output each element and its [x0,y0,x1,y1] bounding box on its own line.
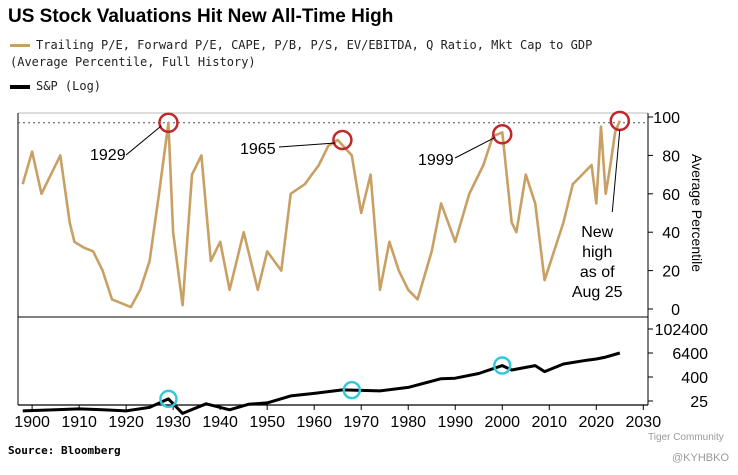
annotation-pointer-line [278,142,336,148]
annotation-label: New [581,224,613,241]
watermark-community: Tiger Community [648,432,724,443]
source-note: Source: Bloomberg [8,444,121,457]
y-axis-label: Average Percentile [689,154,705,272]
annotation-pointer-line [125,125,162,156]
log-y-tick-label: 25 [690,394,708,411]
x-tick-label: 1980 [390,414,426,431]
x-tick-label: 1950 [249,414,285,431]
peak-highlight-circle [158,112,179,134]
sp-highlight-circle [159,389,178,409]
legend-valuation-label-line2: (Average Percentile, Full History) [10,55,256,69]
annotation-label: high [582,244,612,261]
legend-sp-label: S&P (Log) [36,79,102,93]
x-tick-label: 2030 [626,414,662,431]
x-tick-label: 1910 [61,414,97,431]
peak-highlight-circle [492,124,513,145]
annotation-pointer-line [611,129,621,213]
y-tick-label: 40 [662,225,680,242]
legend-sp: S&P (Log) [10,79,101,93]
x-tick-label: 1900 [14,414,50,431]
watermark-handle: @KYHBKO [672,452,730,464]
annotation-label: as of [580,264,615,281]
annotation-pointer-line [454,136,496,159]
legend-valuation: Trailing P/E, Forward P/E, CAPE, P/B, P/… [10,38,592,52]
sp-log-line [22,351,621,415]
x-tick-label: 1940 [202,414,238,431]
x-tick-label: 1960 [296,414,332,431]
sp-highlight-circle [493,356,512,375]
annotation-label: 1929 [90,147,126,164]
legend-valuation-label-line1: Trailing P/E, Forward P/E, CAPE, P/B, P/… [36,38,593,52]
y-tick-label: 100 [653,110,680,127]
x-tick-label: 2000 [484,414,520,431]
log-y-tick-label: 400 [681,370,708,387]
y-tick-label: 20 [662,264,680,281]
x-tick-label: 2010 [531,414,567,431]
sp-highlight-circle [342,380,362,400]
y-tick-label: 0 [671,302,680,319]
peak-highlight-circle [332,129,353,151]
annotation-label: 1999 [418,152,454,169]
x-tick-label: 1930 [155,414,191,431]
x-tick-label: 1920 [108,414,144,431]
x-tick-label: 2020 [578,414,614,431]
chart-title: US Stock Valuations Hit New All-Time Hig… [8,6,394,27]
log-y-tick-label: 6400 [672,346,708,363]
annotation-label: Aug 25 [572,284,623,301]
legend-valuation-swatch [10,44,30,47]
x-tick-label: 1990 [437,414,473,431]
annotation-label: 1965 [240,141,276,158]
legend-sp-swatch [10,84,30,89]
y-tick-label: 60 [662,187,680,204]
y-tick-label: 80 [662,148,680,165]
x-tick-label: 1970 [343,414,379,431]
log-y-tick-label: 102400 [655,322,708,339]
